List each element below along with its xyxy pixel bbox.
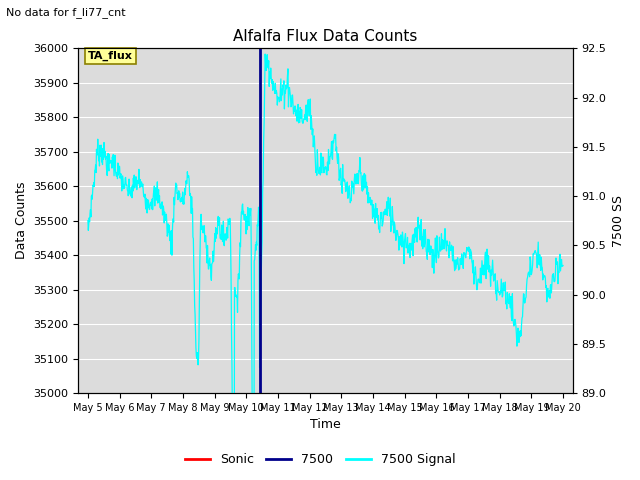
Text: No data for f_li77_cnt: No data for f_li77_cnt [6,7,126,18]
Title: Alfalfa Flux Data Counts: Alfalfa Flux Data Counts [234,29,418,44]
Legend: Sonic, 7500, 7500 Signal: Sonic, 7500, 7500 Signal [180,448,460,471]
Y-axis label: Data Counts: Data Counts [15,182,28,260]
X-axis label: Time: Time [310,419,341,432]
Y-axis label: 7500 SS: 7500 SS [612,195,625,247]
Text: TA_flux: TA_flux [88,51,132,61]
